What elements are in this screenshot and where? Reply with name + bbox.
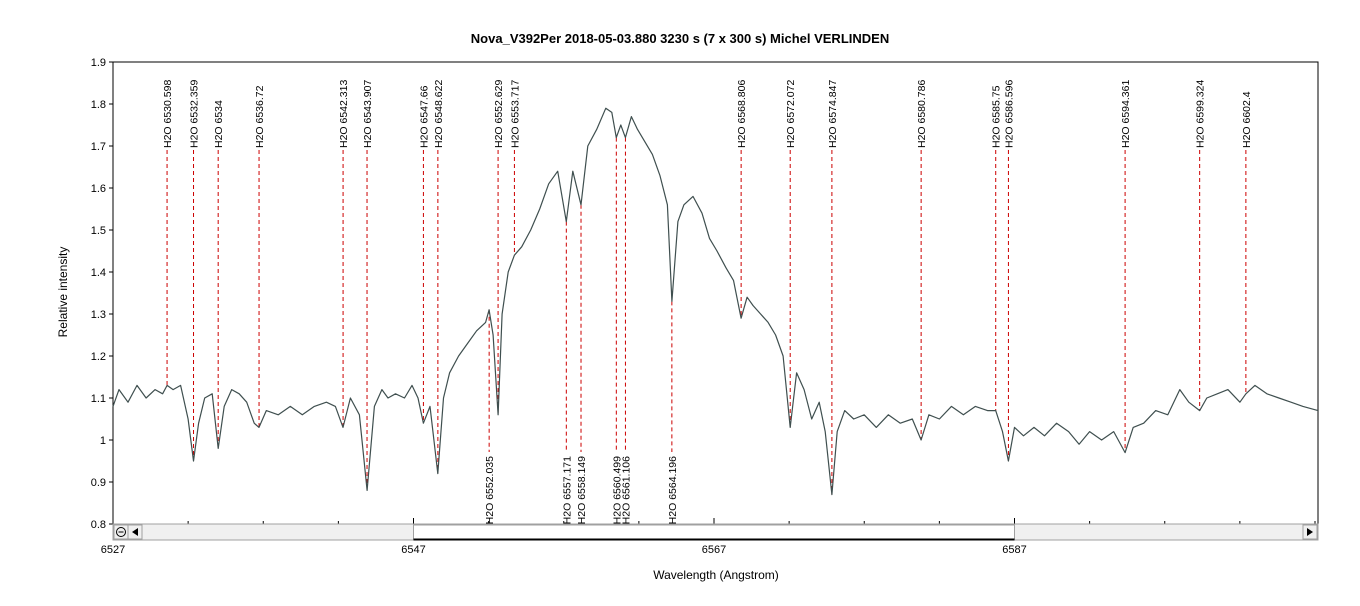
h2o-line-markers: H2O 6530.598 H2O 6532.359 H2O 6534 H2O 6536…	[162, 80, 1253, 525]
h2o-marker-label: H2O 6585.75	[991, 85, 1003, 148]
scrollbar-thumb[interactable]	[412, 524, 1015, 540]
h2o-marker-label: H2O 6580.786	[916, 80, 928, 148]
zoom-out-icon	[116, 527, 126, 537]
h2o-marker-label: H2O 6602.4	[1241, 91, 1253, 148]
y-tick-label: 1.1	[91, 393, 106, 405]
x-tick-label: 6567	[702, 544, 726, 556]
x-axis-label: Wavelength (Angstrom)	[653, 568, 779, 582]
x-tick-label: 6587	[1002, 544, 1026, 556]
h2o-marker-label: H2O 6530.598	[162, 80, 174, 148]
y-tick-label: 1.6	[91, 183, 106, 195]
y-tick-label: 1.3	[91, 309, 106, 321]
h2o-marker-label: H2O 6561.106	[620, 456, 632, 524]
h2o-marker-label: H2O 6552.629	[493, 80, 505, 148]
h2o-marker-label: H2O 6534	[213, 100, 225, 148]
h2o-marker-label: H2O 6586.596	[1003, 80, 1015, 148]
h2o-marker-label: H2O 6560.499	[611, 456, 623, 524]
y-tick-label: 1.9	[91, 57, 106, 69]
h2o-marker-label: H2O 6568.806	[736, 80, 748, 148]
scroll-left-button[interactable]	[127, 524, 143, 540]
x-tick-label: 6547	[401, 544, 425, 556]
y-tick-label: 1.4	[91, 267, 106, 279]
h2o-marker-label: H2O 6594.361	[1120, 80, 1132, 148]
chart-title: Nova_V392Per 2018-05-03.880 3230 s (7 x …	[471, 31, 889, 46]
plot-area	[112, 61, 1319, 525]
h2o-marker-label: H2O 6558.149	[576, 456, 588, 524]
scroll-right-button[interactable]	[1302, 524, 1318, 540]
h2o-marker-label: H2O 6552.035	[484, 456, 496, 524]
h2o-marker-label: H2O 6542.313	[338, 80, 350, 148]
y-axis-label: Relative intensity	[56, 247, 70, 338]
h2o-marker-label: H2O 6557.171	[561, 456, 573, 524]
h2o-marker-label: H2O 6599.324	[1195, 80, 1207, 148]
horizontal-scrollbar[interactable]	[112, 523, 1319, 541]
y-tick-label: 0.8	[91, 519, 106, 531]
y-tick-label: 1.5	[91, 225, 106, 237]
h2o-marker-label: H2O 6532.359	[189, 80, 201, 148]
h2o-marker-label: H2O 6547.66	[418, 85, 430, 148]
h2o-marker-label: H2O 6553.717	[509, 80, 521, 148]
y-tick-label: 1.2	[91, 351, 106, 363]
arrow-left-icon	[132, 528, 138, 536]
h2o-marker-label: H2O 6536.72	[254, 85, 266, 148]
h2o-marker-label: H2O 6543.907	[362, 80, 374, 148]
zoom-out-button[interactable]	[113, 524, 129, 540]
h2o-marker-label: H2O 6548.622	[433, 80, 445, 148]
h2o-marker-label: H2O 6564.196	[667, 456, 679, 524]
series-layer	[112, 107, 1319, 496]
h2o-marker-label: H2O 6572.072	[785, 80, 797, 148]
x-tick-label: 6527	[101, 544, 125, 556]
y-tick-label: 1	[100, 435, 106, 447]
y-tick-label: 0.9	[91, 477, 106, 489]
arrow-right-icon	[1307, 528, 1313, 536]
y-tick-label: 1.8	[91, 99, 106, 111]
h2o-marker-label: H2O 6574.847	[827, 80, 839, 148]
spectrum-line	[112, 107, 1319, 496]
y-tick-label: 1.7	[91, 141, 106, 153]
y-axis-ticks: 0.8 0.9 1 1.1 1.2 1.3 1.4 1.5 1.6 1.7 1.8 1.9	[91, 57, 113, 531]
